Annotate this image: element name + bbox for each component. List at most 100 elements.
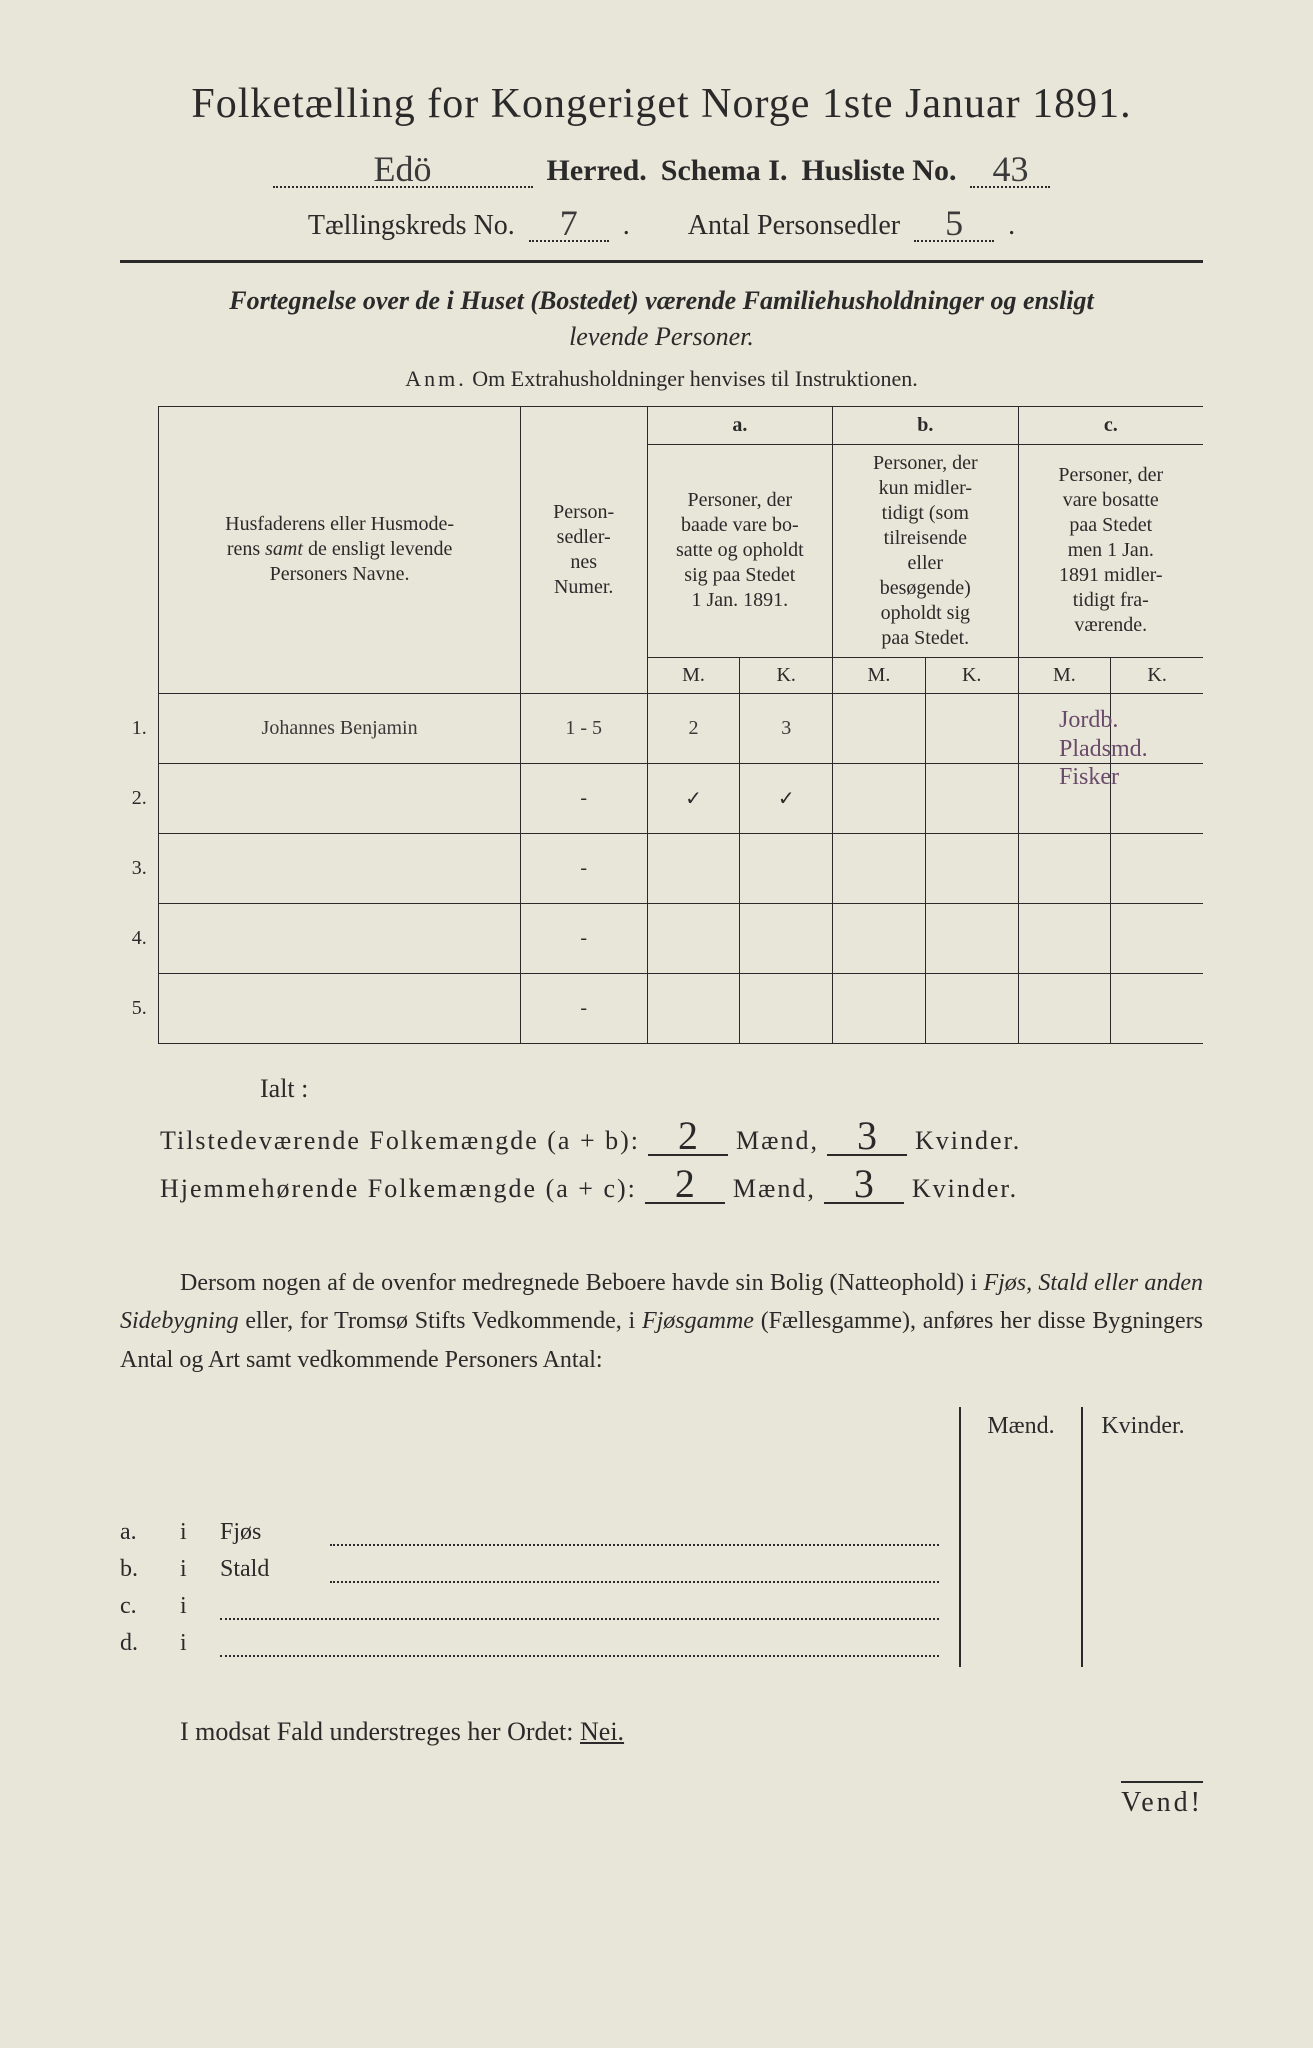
num-cell: -	[520, 763, 647, 833]
c-k-cell	[1111, 833, 1203, 903]
husliste-label: Husliste No.	[801, 154, 956, 188]
c-k-cell	[1111, 903, 1203, 973]
col-c-head: c.	[1018, 406, 1203, 444]
row-num: 4.	[120, 903, 159, 973]
census-table: Husfaderens eller Husmode-rens samt de e…	[120, 406, 1203, 1044]
name-cell	[159, 833, 520, 903]
b-k-cell	[925, 973, 1018, 1043]
row-num: 5.	[120, 973, 159, 1043]
name-cell: Johannes Benjamin	[159, 693, 520, 763]
num-cell: -	[520, 903, 647, 973]
table-row: 3. -	[120, 833, 1203, 903]
num-cell: 1 - 5	[520, 693, 647, 763]
outbuilding-row: b. i Stald	[120, 1556, 939, 1583]
margin-note-line2: Fisker	[1059, 764, 1119, 790]
husliste-value: 43	[970, 148, 1050, 188]
row-num: 2.	[120, 763, 159, 833]
divider	[120, 260, 1203, 263]
table-row: 1. Johannes Benjamin 1 - 5 2 3	[120, 693, 1203, 763]
schema-label: Schema I.	[661, 154, 788, 188]
row-letter: b.	[120, 1556, 180, 1583]
table-row: 4. -	[120, 903, 1203, 973]
maend-col: Mænd.	[961, 1407, 1083, 1667]
col-a-text: Personer, derbaade vare bo-satte og opho…	[647, 444, 832, 657]
nei-line: I modsat Fald understreges her Ordet: Ne…	[180, 1717, 1203, 1747]
a-m-cell	[647, 833, 740, 903]
b-k-cell	[925, 763, 1018, 833]
table-wrap: Husfaderens eller Husmode-rens samt de e…	[120, 406, 1203, 1044]
col-b-head: b.	[833, 406, 1018, 444]
dotted-line	[220, 1635, 939, 1657]
b-m-cell	[833, 693, 926, 763]
a-k-cell: 3	[740, 693, 833, 763]
dotted-line	[330, 1524, 939, 1546]
a-k-cell	[740, 973, 833, 1043]
subtitle: Fortegnelse over de i Huset (Bostedet) v…	[120, 283, 1203, 356]
header-line-2: Tællingskreds No. 7 . Antal Personsedler…	[120, 202, 1203, 242]
row-i: i	[180, 1519, 220, 1546]
herred-value: Edö	[273, 148, 533, 188]
margin-note-line1: Jordb. Pladsmd.	[1059, 707, 1148, 762]
c-k-cell	[1111, 973, 1203, 1043]
row-i: i	[180, 1556, 220, 1583]
a-k-cell	[740, 833, 833, 903]
c-m: M.	[1018, 657, 1111, 693]
c-m-cell	[1018, 903, 1111, 973]
row-letter: d.	[120, 1630, 180, 1657]
b-k-cell	[925, 833, 1018, 903]
subtitle-line1: Fortegnelse over de i Huset (Bostedet) v…	[229, 286, 1094, 315]
sedler-value: 5	[914, 202, 994, 242]
outbuilding-row: c. i	[120, 1593, 939, 1620]
a-k-cell: ✓	[740, 763, 833, 833]
anm-text: Om Extrahusholdninger henvises til Instr…	[472, 366, 917, 391]
c-m-cell	[1018, 973, 1111, 1043]
dotted-line	[330, 1561, 939, 1583]
outbuilding-section: a. i Fjøs b. i Stald c. i d. i	[120, 1407, 1203, 1667]
row-i: i	[180, 1593, 220, 1620]
a-m-cell: ✓	[647, 763, 740, 833]
col-name-header: Husfaderens eller Husmode-rens samt de e…	[159, 406, 520, 693]
num-cell: -	[520, 833, 647, 903]
kvinder-label: Kvinder.	[912, 1174, 1018, 1204]
num-cell: -	[520, 973, 647, 1043]
row-letter: a.	[120, 1519, 180, 1546]
present-kvinder: 3	[827, 1118, 907, 1156]
table-row: 5. -	[120, 973, 1203, 1043]
subtitle-line2: levende Personer.	[569, 322, 754, 351]
row-letter: c.	[120, 1593, 180, 1620]
present-label: Tilstedeværende Folkemængde (a + b):	[160, 1126, 640, 1156]
resident-maend: 2	[645, 1166, 725, 1204]
row-num: 1.	[120, 693, 159, 763]
row-place: Fjøs	[220, 1519, 330, 1546]
outbuilding-paragraph: Dersom nogen af de ovenfor medregnede Be…	[120, 1264, 1203, 1379]
resident-kvinder: 3	[824, 1166, 904, 1204]
b-m-cell	[833, 763, 926, 833]
page-title: Folketælling for Kongeriget Norge 1ste J…	[120, 80, 1203, 128]
row-i: i	[180, 1630, 220, 1657]
kvinder-label: Kvinder.	[915, 1126, 1021, 1156]
totals-present: Tilstedeværende Folkemængde (a + b): 2 M…	[160, 1118, 1203, 1156]
maend-label: Mænd,	[736, 1126, 819, 1156]
b-k-cell	[925, 903, 1018, 973]
col-b-text: Personer, derkun midler-tidigt (somtilre…	[833, 444, 1018, 657]
a-k: K.	[740, 657, 833, 693]
b-m-cell	[833, 903, 926, 973]
b-m-cell	[833, 973, 926, 1043]
a-m-cell	[647, 973, 740, 1043]
resident-label: Hjemmehørende Folkemængde (a + c):	[160, 1174, 637, 1204]
row-num: 3.	[120, 833, 159, 903]
c-m-cell	[1018, 833, 1111, 903]
a-m-cell	[647, 903, 740, 973]
outbuilding-rows: a. i Fjøs b. i Stald c. i d. i	[120, 1509, 939, 1667]
header-line-1: Edö Herred. Schema I. Husliste No. 43	[120, 148, 1203, 188]
row-place: Stald	[220, 1556, 330, 1583]
a-m-cell: 2	[647, 693, 740, 763]
name-cell	[159, 973, 520, 1043]
a-k-cell	[740, 903, 833, 973]
ialt-label: Ialt :	[260, 1074, 1203, 1104]
margin-note: Jordb. Pladsmd. Fisker	[1059, 706, 1209, 792]
c-k: K.	[1111, 657, 1203, 693]
anm-note: Anm. Om Extrahusholdninger henvises til …	[120, 366, 1203, 392]
b-k: K.	[925, 657, 1018, 693]
a-m: M.	[647, 657, 740, 693]
